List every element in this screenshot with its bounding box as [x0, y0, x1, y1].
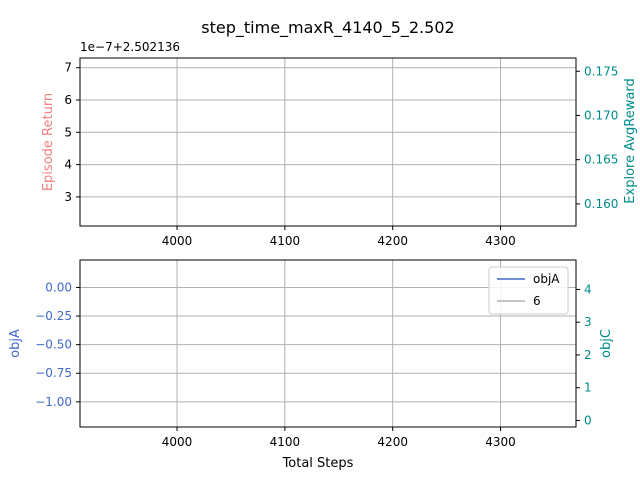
bottom-plot-frame — [79, 259, 577, 428]
bottom-ytick-left-label-1: −0.25 — [35, 309, 72, 323]
top-xtick-label-2: 4200 — [377, 234, 408, 248]
bottom-xtick-label-1: 4100 — [270, 435, 301, 449]
top-ytick-right-label-2: 0.170 — [584, 108, 618, 122]
legend: objA 6 — [488, 266, 569, 315]
figure-title: step_time_maxR_4140_5_2.502 — [201, 18, 454, 38]
top-xtick-label-0: 4000 — [162, 234, 193, 248]
top-ytick-right-label-3: 0.175 — [584, 64, 618, 78]
top-ytick-right-label-1: 0.165 — [584, 153, 618, 167]
top-xtick-label-1: 4100 — [270, 234, 301, 248]
top-offset-label: 1e−7+2.502136 — [80, 40, 180, 54]
bottom-ytick-left-label-4: −1.00 — [35, 395, 72, 409]
bottom-xtick-label-2: 4200 — [377, 435, 408, 449]
legend-label-1: 6 — [533, 294, 541, 308]
top-ytick-left-label-1: 4 — [64, 158, 72, 172]
bottom-ytick-right-label-1: 1 — [584, 381, 592, 395]
bottom-ytick-right-label-4: 4 — [584, 282, 592, 296]
top-ytick-left-label-2: 5 — [64, 125, 72, 139]
bottom-xtick-label-3: 4300 — [485, 435, 516, 449]
bottom-panel: 4000 4100 4200 4300 0.00 −0.25 −0.50 −0.75 −1.00… — [8, 259, 614, 471]
bottom-ytick-left-label-3: −0.75 — [35, 366, 72, 380]
top-ytick-right-label-0: 0.160 — [584, 197, 618, 211]
top-ytick-left-label-3: 6 — [64, 93, 72, 107]
bottom-ytick-left-label-0: 0.00 — [45, 280, 72, 294]
bottom-left-axis-label: objA — [8, 329, 23, 358]
bottom-xtick-label-0: 4000 — [162, 435, 193, 449]
top-plot-frame — [79, 57, 577, 227]
bottom-ytick-right-label-2: 2 — [584, 348, 592, 362]
x-axis-label: Total Steps — [282, 456, 354, 471]
bottom-right-axis-label: objC — [599, 329, 614, 358]
top-left-axis-label: Episode Return — [41, 93, 56, 191]
top-xtick-label-3: 4300 — [485, 234, 516, 248]
top-ytick-left-label-4: 7 — [64, 61, 72, 75]
top-panel: 4000 4100 4200 4300 3 4 5 6 7 0.160 0.165 0.170 0.17… — [41, 40, 638, 248]
top-ytick-left-label-0: 3 — [64, 190, 72, 204]
bottom-ytick-right-label-3: 3 — [584, 315, 592, 329]
bottom-ytick-left-label-2: −0.50 — [35, 338, 72, 352]
legend-label-0: objA — [533, 272, 560, 286]
top-right-axis-label: Explore AvgReward — [623, 78, 638, 203]
bottom-ytick-right-label-0: 0 — [584, 413, 592, 427]
